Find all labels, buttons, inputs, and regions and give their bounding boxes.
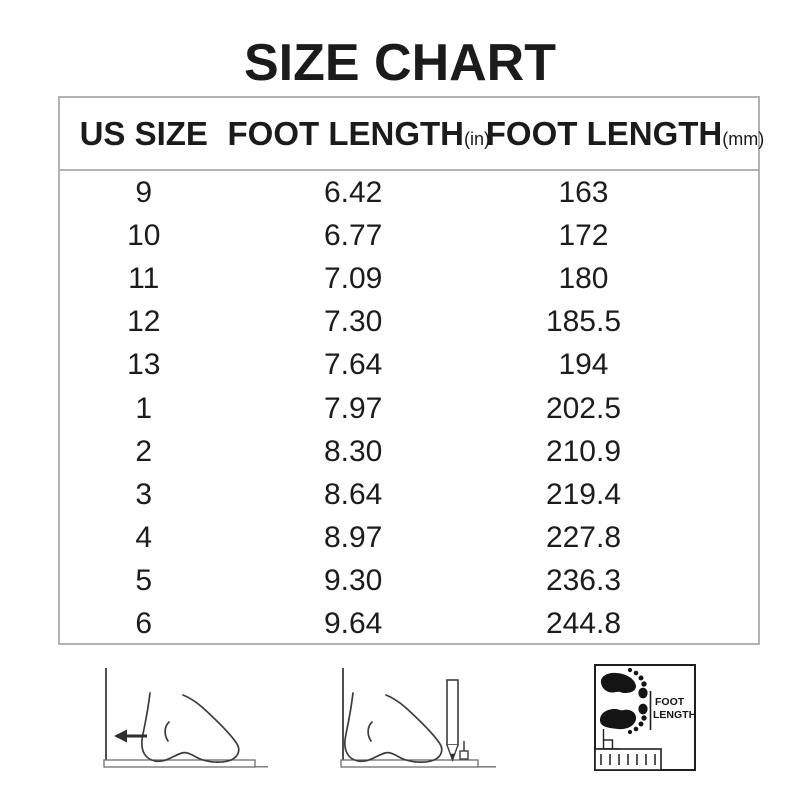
foot-length-in-value: 8.30 <box>323 434 383 468</box>
us-size-value: 1 <box>135 391 153 425</box>
foot-length-mm-value: 244.8 <box>545 607 622 641</box>
measure-heel-to-wall-illustration <box>92 660 292 778</box>
table-row: 9 6.42 163 <box>60 171 758 214</box>
table-row: 3 8.64 219.4 <box>60 473 758 516</box>
table-row: 11 7.09 180 <box>60 257 758 300</box>
us-size-value: 5 <box>135 564 153 598</box>
foot-length-icon: FOOT LENGTH <box>594 664 696 771</box>
foot-length-mm-value: 180 <box>558 261 609 295</box>
foot-length-in-value: 7.97 <box>323 391 383 425</box>
table-row: 12 7.30 185.5 <box>60 301 758 344</box>
foot-length-in-value: 8.64 <box>323 477 383 511</box>
us-size-value: 13 <box>127 348 161 382</box>
foot-length-mm-value: 172 <box>558 218 609 252</box>
foot-length-in-value: 8.97 <box>323 521 383 555</box>
foot-length-in-value: 6.42 <box>323 175 383 209</box>
size-table: US SIZE FOOT LENGTH(in) FOOT LENGTH(mm) … <box>58 96 765 646</box>
us-size-value: 9 <box>135 175 153 209</box>
foot-length-in-value: 9.64 <box>323 607 383 641</box>
foot-length-mm-value: 202.5 <box>545 391 622 425</box>
table-row: 4 8.97 227.8 <box>60 517 758 560</box>
table-row: 6 9.64 244.8 <box>60 603 758 646</box>
foot-length-in-value: 7.09 <box>323 261 383 295</box>
measure-mark-toe-illustration <box>333 660 503 778</box>
us-size-value: 6 <box>135 607 153 641</box>
foot-length-mm-value: 210.9 <box>545 434 622 468</box>
column-header-foot-length-in: FOOT LENGTH(in) <box>227 114 490 152</box>
foot-length-mm-value: 219.4 <box>545 477 622 511</box>
foot-against-wall-icon <box>103 668 268 768</box>
unit-label: (mm) <box>722 128 765 149</box>
column-header-foot-length-mm: FOOT LENGTH(mm) <box>485 114 765 152</box>
foot-length-in-value: 9.30 <box>323 564 383 598</box>
us-size-value: 10 <box>127 218 161 252</box>
foot-length-mm-value: 236.3 <box>545 564 622 598</box>
column-header-us-size: US SIZE <box>79 114 208 152</box>
us-size-value: 2 <box>135 434 153 468</box>
table-row: 2 8.30 210.9 <box>60 430 758 473</box>
table-row: 5 9.30 236.3 <box>60 560 758 603</box>
foot-length-in-value: 7.64 <box>323 348 383 382</box>
foot-length-badge: FOOT LENGTH <box>592 663 698 773</box>
foot-length-mm-value: 185.5 <box>545 305 622 339</box>
us-size-value: 3 <box>135 477 153 511</box>
foot-length-icon-label-line1: FOOT <box>655 696 685 708</box>
foot-with-pencil-icon <box>340 668 496 768</box>
table-row: 10 6.77 172 <box>60 214 758 257</box>
foot-length-mm-value: 227.8 <box>545 521 622 555</box>
foot-length-mm-value: 163 <box>558 175 609 209</box>
us-size-value: 12 <box>127 305 161 339</box>
us-size-value: 11 <box>128 261 160 295</box>
table-row: 1 7.97 202.5 <box>60 387 758 430</box>
foot-length-mm-value: 194 <box>558 348 609 382</box>
table-header-row: US SIZE FOOT LENGTH(in) FOOT LENGTH(mm) <box>60 98 765 171</box>
foot-length-in-value: 7.30 <box>323 305 383 339</box>
table-row: 13 7.64 194 <box>60 344 758 387</box>
us-size-value: 4 <box>135 521 153 555</box>
unit-label: (in) <box>464 128 490 149</box>
page-title: SIZE CHART <box>244 34 556 92</box>
foot-length-icon-label-line2: LENGTH <box>653 709 696 721</box>
foot-length-in-value: 6.77 <box>323 218 383 252</box>
